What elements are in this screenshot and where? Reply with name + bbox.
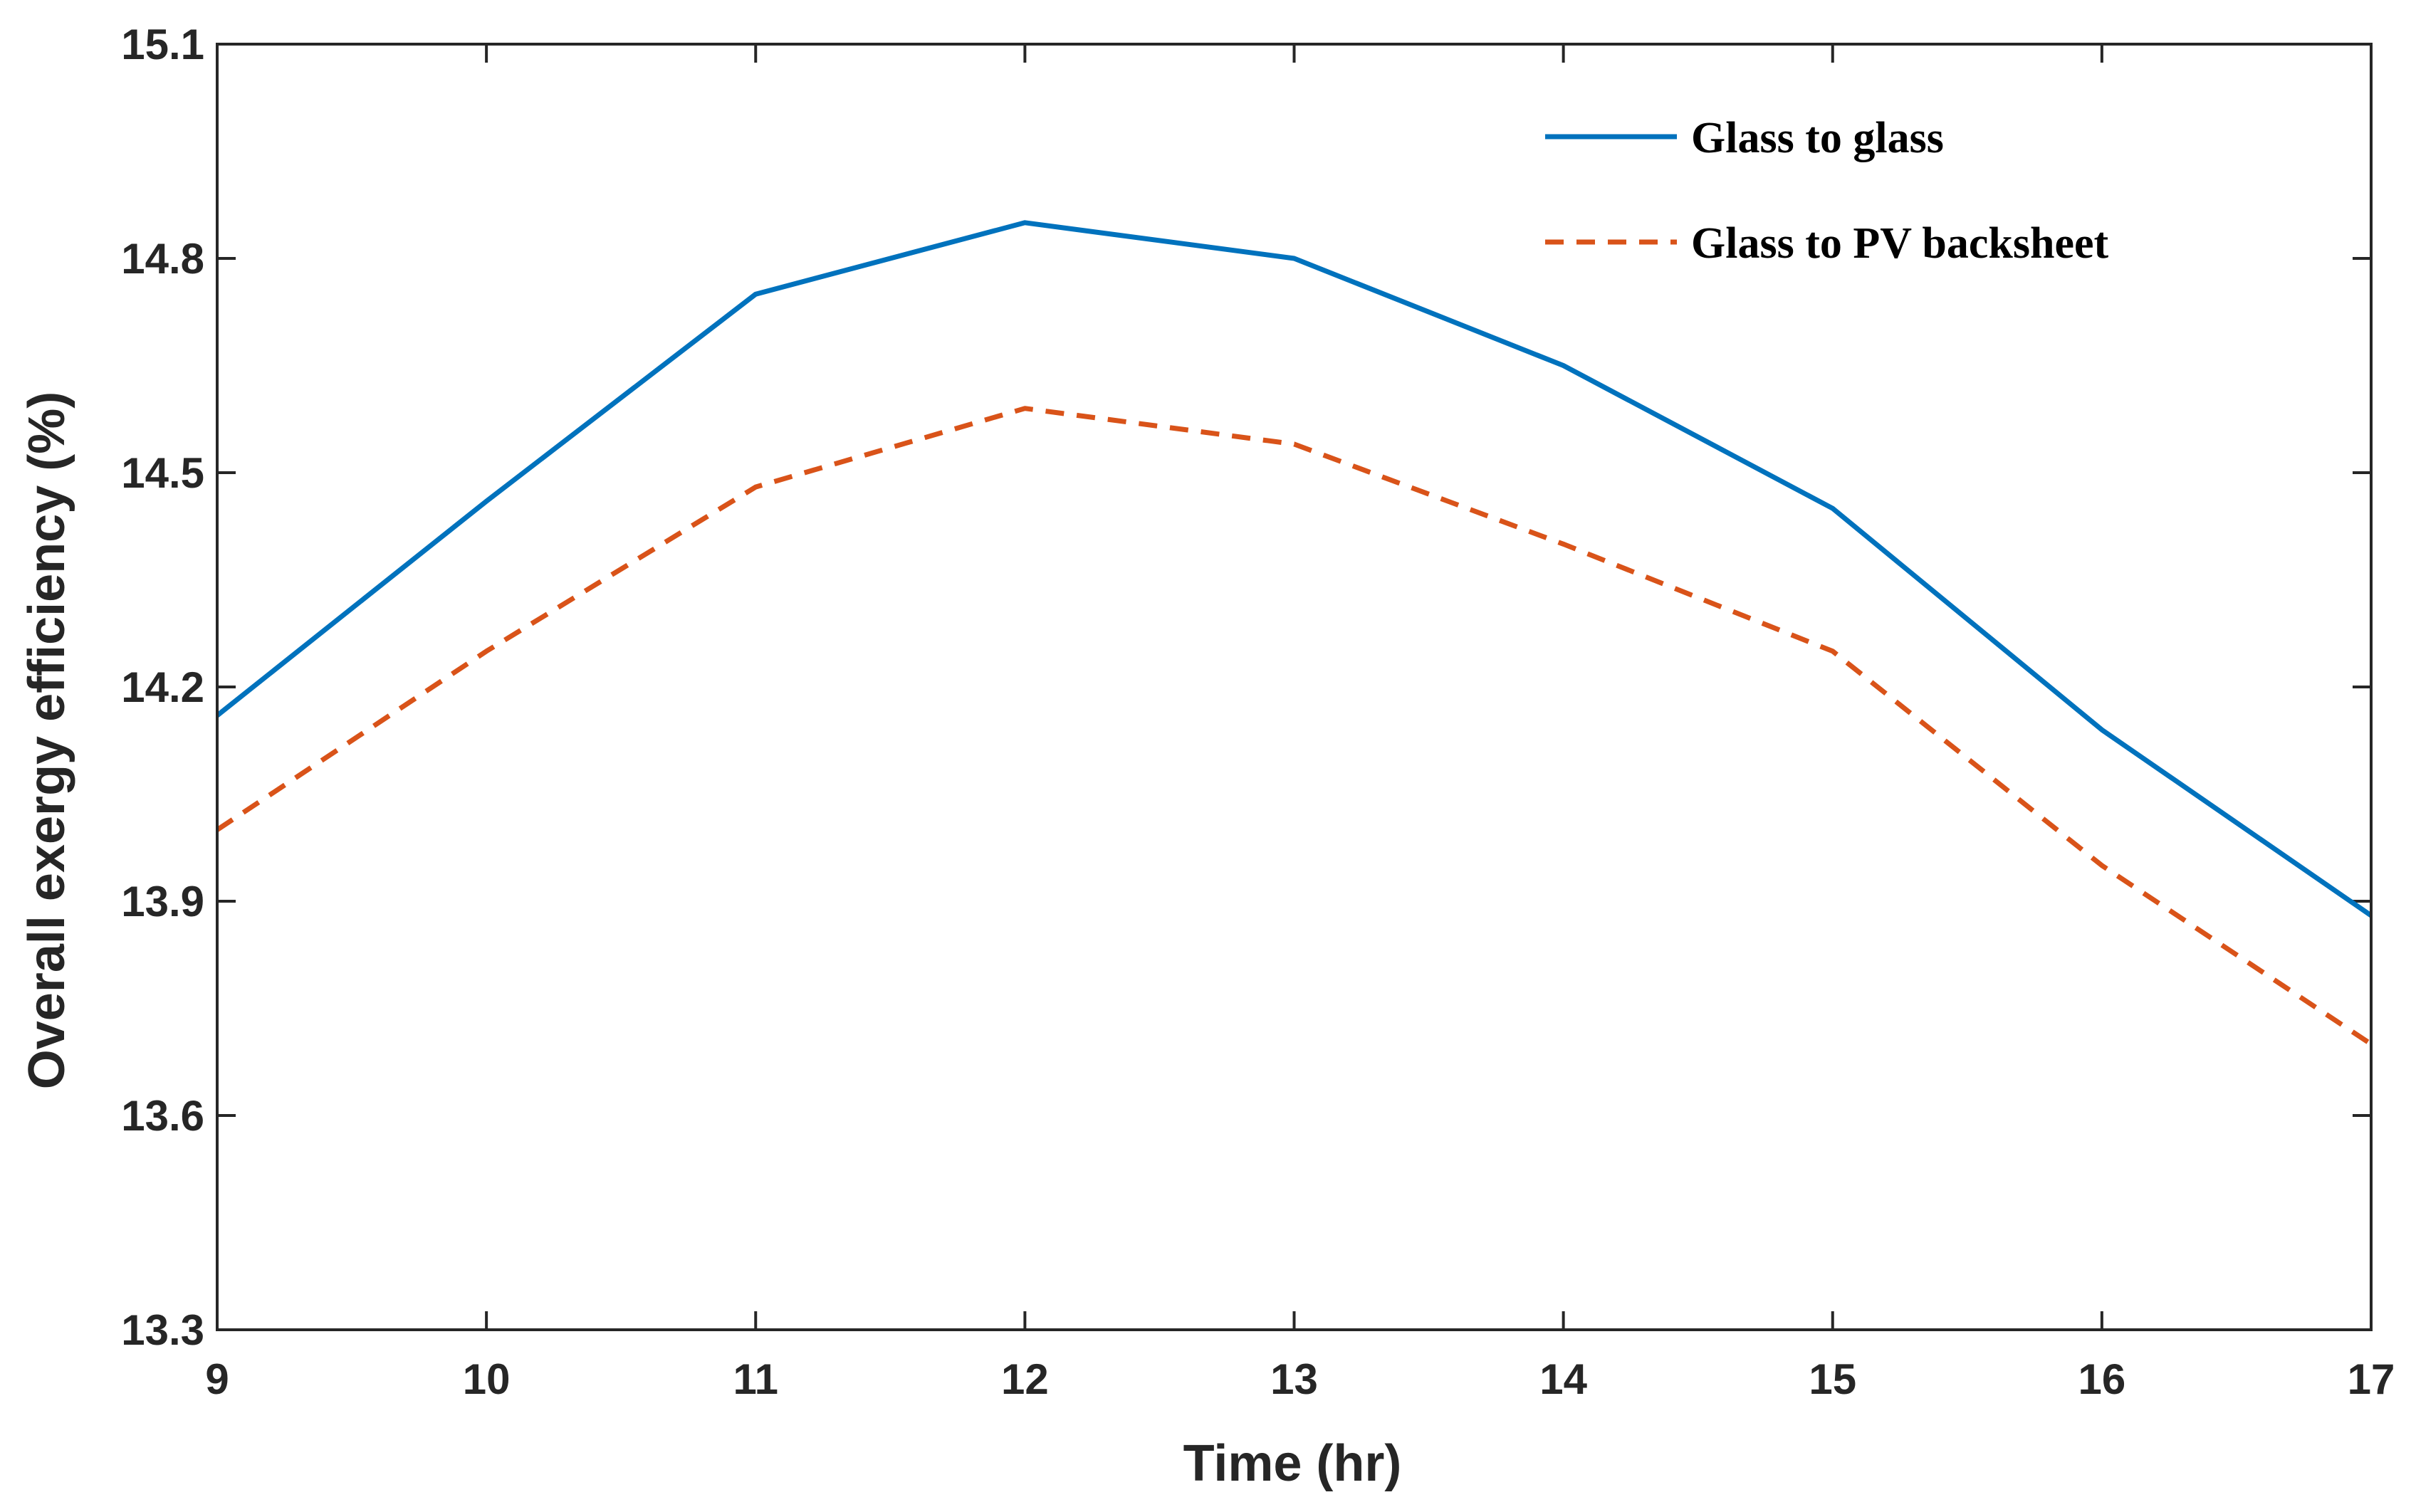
y-tick-label: 14.5 — [121, 449, 204, 497]
y-tick-label: 14.2 — [121, 663, 204, 711]
x-tick-label: 14 — [1539, 1355, 1587, 1403]
x-tick-label: 13 — [1270, 1355, 1318, 1403]
x-tick-label: 15 — [1809, 1355, 1856, 1403]
x-axis-label: Time (hr) — [1183, 1435, 1402, 1492]
x-tick-label: 17 — [2348, 1355, 2395, 1403]
y-tick-label: 13.3 — [121, 1306, 204, 1354]
y-axis-ticks: 13.3 13.6 13.9 14.2 14.5 14.8 15.1 — [121, 21, 2371, 1354]
series-layer — [215, 220, 2373, 1046]
legend: Glass to glass Glass to PV backsheet — [1545, 114, 2109, 268]
y-tick-label: 14.8 — [121, 235, 204, 283]
legend-label-glass-to-glass: Glass to glass — [1691, 114, 1944, 162]
x-tick-label: 9 — [205, 1355, 229, 1403]
legend-label-glass-to-pv-backsheet: Glass to PV backsheet — [1691, 219, 2109, 268]
y-tick-label: 13.6 — [121, 1092, 204, 1140]
series-line-glass-to-glass — [215, 220, 2373, 918]
x-tick-label: 16 — [2078, 1355, 2126, 1403]
plot-area-frame — [216, 43, 2373, 1331]
y-tick-label: 15.1 — [121, 21, 204, 68]
x-tick-label: 11 — [733, 1355, 778, 1403]
y-axis-label: Overall exergy efficiency (%) — [19, 392, 75, 1089]
x-tick-label: 10 — [463, 1355, 511, 1403]
x-axis-ticks: 9 10 11 12 13 14 15 16 17 — [205, 44, 2395, 1403]
y-tick-label: 13.9 — [121, 878, 204, 925]
x-tick-label: 12 — [1001, 1355, 1049, 1403]
series-line-glass-to-pv-backsheet — [216, 406, 2373, 1046]
